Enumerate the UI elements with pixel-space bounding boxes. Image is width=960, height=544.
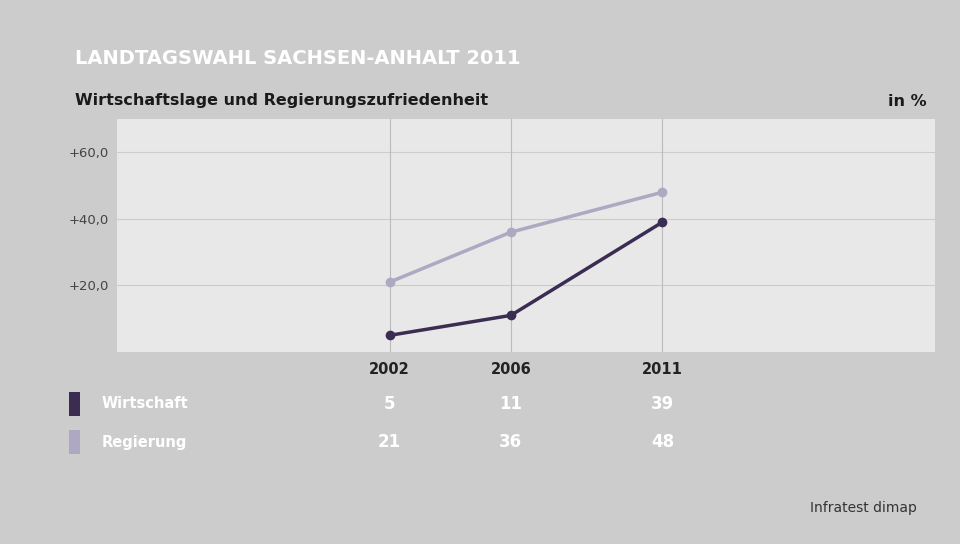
Text: 39: 39 <box>651 395 674 413</box>
FancyBboxPatch shape <box>69 430 80 454</box>
Text: 36: 36 <box>499 433 522 451</box>
Text: 2011: 2011 <box>642 362 683 376</box>
Text: LANDTAGSWAHL SACHSEN-ANHALT 2011: LANDTAGSWAHL SACHSEN-ANHALT 2011 <box>75 50 520 69</box>
Text: 11: 11 <box>499 395 522 413</box>
Text: 2002: 2002 <box>370 362 410 376</box>
Text: 48: 48 <box>651 433 674 451</box>
Text: in %: in % <box>888 94 926 108</box>
Text: Wirtschaft: Wirtschaft <box>102 397 188 411</box>
Text: 2006: 2006 <box>491 362 531 376</box>
Text: Infratest dimap: Infratest dimap <box>810 501 917 515</box>
Text: Wirtschaftslage und Regierungszufriedenheit: Wirtschaftslage und Regierungszufriedenh… <box>75 94 489 108</box>
Text: 5: 5 <box>384 395 396 413</box>
Text: Regierung: Regierung <box>102 435 187 449</box>
Text: 21: 21 <box>378 433 401 451</box>
FancyBboxPatch shape <box>69 392 80 416</box>
